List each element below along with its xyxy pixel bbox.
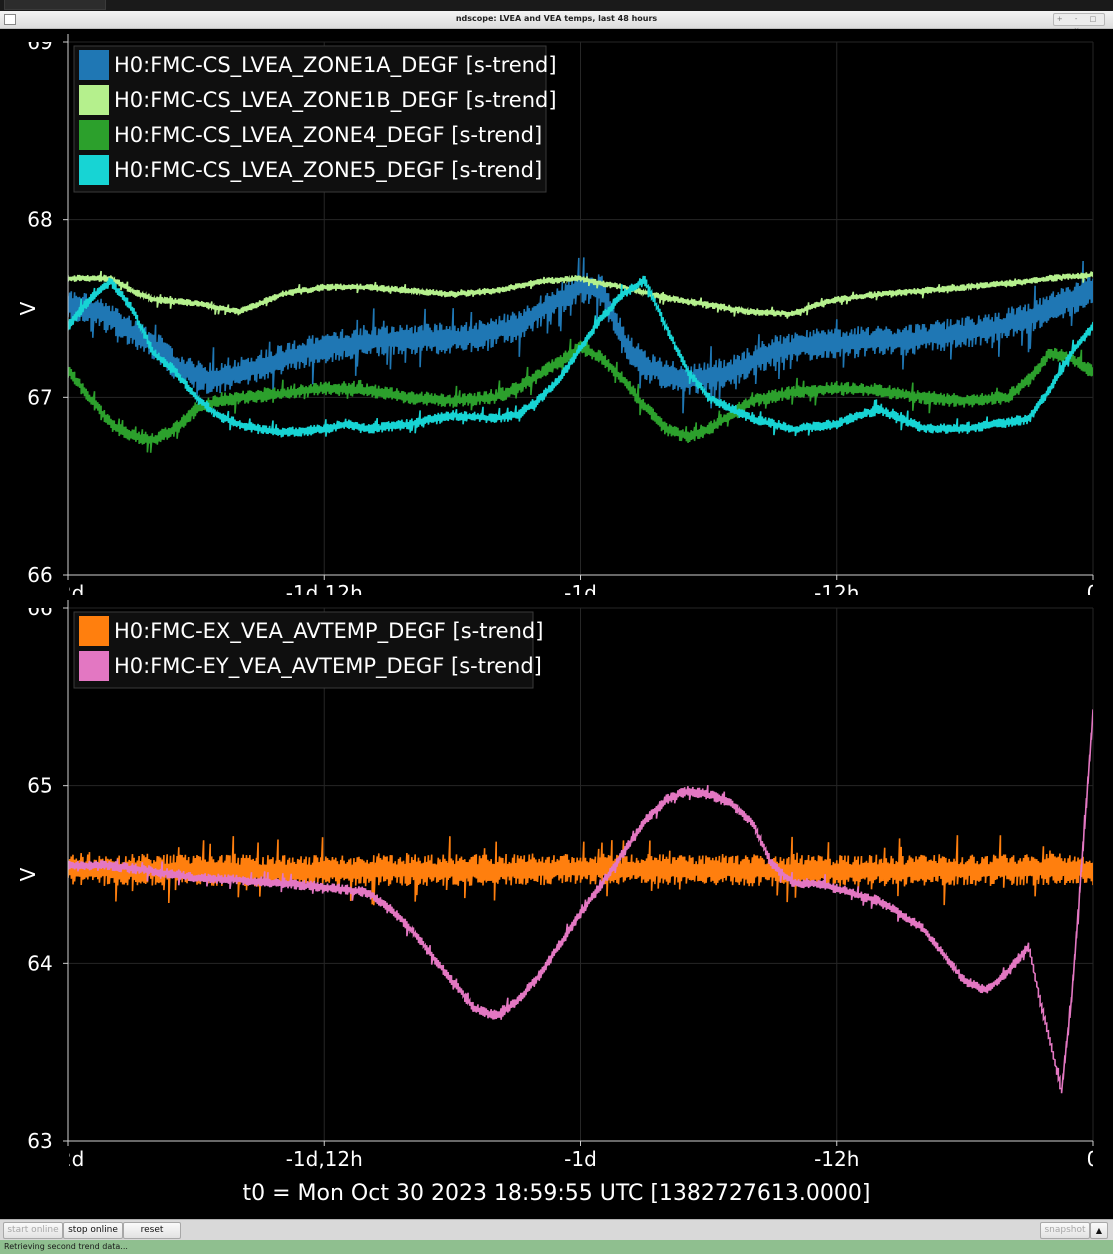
plot1-legend-swatch-4[interactable] [79,155,109,185]
plot1-legend-swatch-1[interactable] [79,50,109,80]
plot1-ytick-label-2: 68 [27,208,52,232]
reset-button[interactable]: reset [123,1222,181,1239]
plot2-xtick-label-4: 0 [1087,1147,1100,1171]
window-icon [4,14,16,25]
plot-lvea-temps[interactable]: 66 67 68 69 -2d -1d,12h -1d -12h 0 V H0:FMC-CS_LVE… [0,29,1113,595]
plot1-ytick-label-0: 66 [27,563,52,587]
plot1-ylabel: V [16,301,40,315]
plot2-series-1 [68,835,1093,906]
plot2-xtick-label-0: -2d [52,1147,85,1171]
plot1-legend-swatch-2[interactable] [79,85,109,115]
plot2-ytick-label-1: 64 [27,951,52,975]
plot2-ylabel: V [16,867,40,881]
plot2-legend-label-1[interactable]: H0:FMC-EX_VEA_AVTEMP_DEGF [s-trend] [114,619,543,644]
plot2-xtick-label-2: -1d [564,1147,597,1171]
window-title: ndscope: LVEA and VEA temps, last 48 hou… [455,14,658,23]
plot1-ytick-label-1: 67 [27,385,52,409]
plot1-legend [73,45,547,193]
status-bar: Retrieving second trend data... [0,1240,1113,1254]
plot1-traces [68,257,1093,453]
start-online-button[interactable]: start online [3,1222,63,1239]
plot-vea-temps[interactable]: 63 64 65 66 -2d -1d,12h -1d -12h 0 V H0:FMC-EX_VEA… [0,595,1113,1173]
plot1-legend-label-3[interactable]: H0:FMC-CS_LVEA_ZONE4_DEGF [s-trend] [114,123,542,148]
plot1-series-2 [68,270,1093,319]
plot2-legend-label-2[interactable]: H0:FMC-EY_VEA_AVTEMP_DEGF [s-trend] [114,654,542,679]
plot1-xtick-label-0: -2d [52,581,85,595]
status-text: Retrieving second trend data... [4,1242,128,1251]
plot2-ytick-label-3: 66 [27,596,52,620]
plot-area: 66 67 68 69 -2d -1d,12h -1d -12h 0 V H0:FMC-CS_LVE… [0,29,1113,1219]
plot2-series-2 [68,709,1093,1094]
plot2-legend-swatch-2[interactable] [79,651,109,681]
plot1-legend-label-4[interactable]: H0:FMC-CS_LVEA_ZONE5_DEGF [s-trend] [114,158,542,183]
plot1-legend-label-1[interactable]: H0:FMC-CS_LVEA_ZONE1A_DEGF [s-trend] [114,53,557,78]
plot1-ytick-label-3: 69 [27,30,52,54]
plot2-ytick-label-2: 65 [27,774,52,798]
plot1-legend-swatch-3[interactable] [79,120,109,150]
button-bar: start online stop online reset snapshot … [0,1219,1113,1240]
window-controls[interactable]: + - □ × [1053,13,1105,34]
plot2-legend-swatch-1[interactable] [79,616,109,646]
plot2-ytick-label-0: 63 [27,1129,52,1153]
desktop-top-bar [0,0,1113,11]
window-titlebar: ndscope: LVEA and VEA temps, last 48 hou… [0,11,1113,34]
t0-label: t0 = Mon Oct 30 2023 18:59:55 UTC [13827… [242,1181,871,1206]
plot2-xtick-label-1: -1d,12h [286,1147,363,1171]
plot1-series-1 [68,257,1093,414]
snapshot-button[interactable]: snapshot [1040,1222,1090,1239]
plot1-series-4 [68,275,1093,438]
plot1-xtick-label-2: -1d [564,581,597,595]
plot1-xtick-label-4: 0 [1087,581,1100,595]
plot2-traces [68,709,1093,1094]
plot2-xtick-label-3: -12h [814,1147,859,1171]
expand-icon[interactable]: ▲ [1090,1222,1108,1239]
desktop-input[interactable] [4,0,106,10]
plot1-legend-label-2[interactable]: H0:FMC-CS_LVEA_ZONE1B_DEGF [s-trend] [114,88,557,113]
stop-online-button[interactable]: stop online [63,1222,123,1239]
plot2-legend [73,611,534,689]
plot1-xtick-label-3: -12h [814,581,859,595]
plot1-xtick-label-1: -1d,12h [286,581,363,595]
